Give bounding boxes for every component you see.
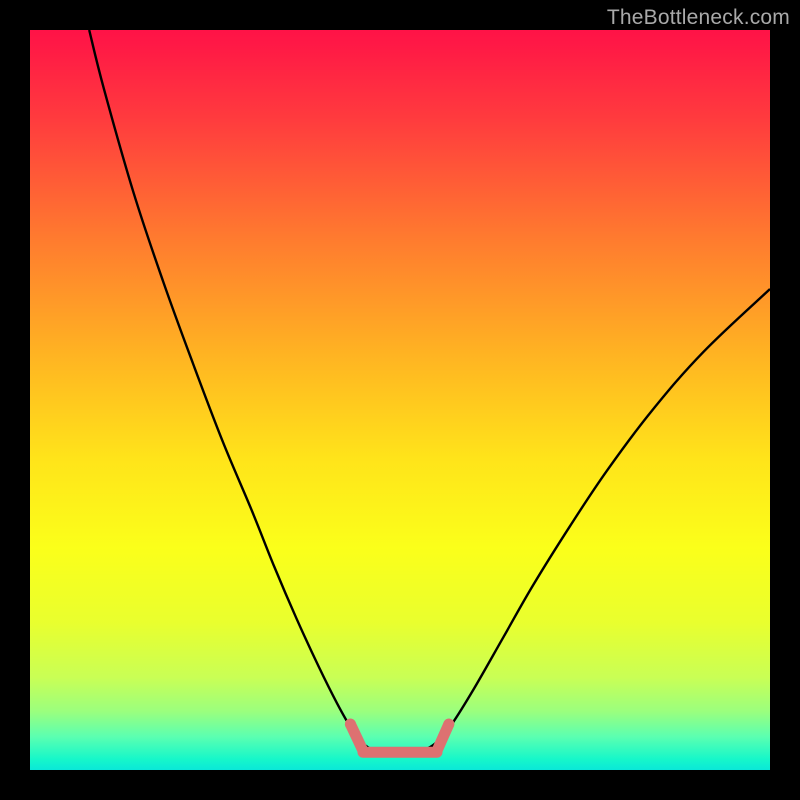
chart-stage: TheBottleneck.com [0,0,800,800]
bottleneck-chart [0,0,800,800]
gradient-background [30,30,770,770]
watermark-text: TheBottleneck.com [607,6,790,30]
